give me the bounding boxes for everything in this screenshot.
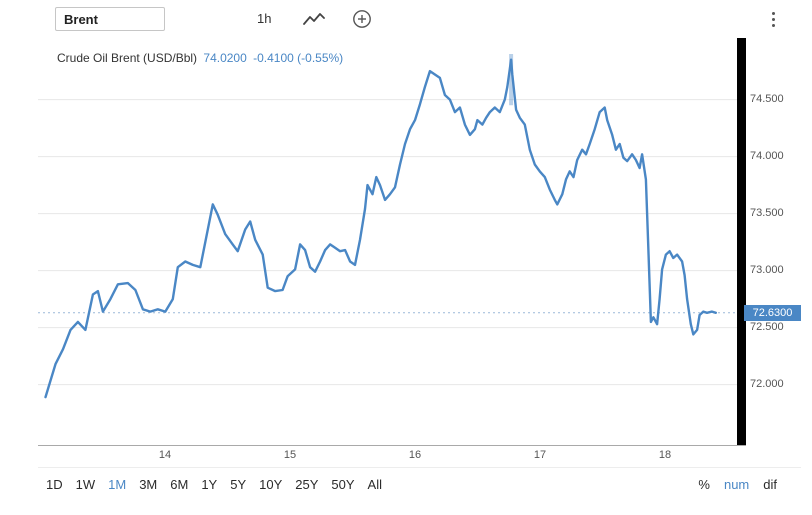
- time-axis[interactable]: 14 15 16 17 18: [38, 449, 737, 463]
- range-button-50y[interactable]: 50Y: [331, 477, 355, 492]
- legend-price: 74.0200: [203, 51, 247, 65]
- bottom-toolbar: 1D 1W 1M 3M 6M 1Y 5Y 10Y 25Y 50Y All % num dif: [46, 477, 777, 492]
- interval-selector[interactable]: 1h: [257, 11, 272, 26]
- range-button-10y[interactable]: 10Y: [259, 477, 283, 492]
- price-line-chart[interactable]: [38, 38, 737, 445]
- time-tick-label: 17: [533, 449, 547, 461]
- chart-legend: Crude Oil Brent (USD/Bbl) 74.0200 -0.410…: [57, 51, 346, 65]
- kebab-menu-icon[interactable]: [770, 10, 777, 29]
- range-button-all[interactable]: All: [367, 477, 382, 492]
- time-tick-label: 16: [408, 449, 422, 461]
- price-tick-label: 73.500: [750, 207, 784, 219]
- mode-button-%[interactable]: %: [698, 477, 710, 492]
- range-button-1w[interactable]: 1W: [75, 477, 96, 492]
- range-button-25y[interactable]: 25Y: [295, 477, 319, 492]
- range-button-1d[interactable]: 1D: [46, 477, 63, 492]
- time-tick-label: 14: [158, 449, 172, 461]
- price-tick-label: 74.000: [750, 150, 784, 162]
- price-tick-label: 72.500: [750, 321, 784, 333]
- range-selector: 1D 1W 1M 3M 6M 1Y 5Y 10Y 25Y 50Y All: [46, 477, 382, 492]
- time-tick-label: 15: [283, 449, 297, 461]
- legend-change: -0.4100 (-0.55%): [253, 51, 344, 65]
- range-button-6m[interactable]: 6M: [170, 477, 189, 492]
- chart-plot-area[interactable]: Crude Oil Brent (USD/Bbl) 74.0200 -0.410…: [38, 38, 737, 445]
- price-tick-label: 72.000: [750, 378, 784, 390]
- range-button-1y[interactable]: 1Y: [201, 477, 218, 492]
- add-circle-icon[interactable]: [352, 9, 372, 29]
- current-price-badge: 72.6300: [744, 305, 801, 321]
- price-tick-label: 73.000: [750, 264, 784, 276]
- mode-button-num[interactable]: num: [723, 477, 750, 492]
- range-button-3m[interactable]: 3M: [139, 477, 158, 492]
- range-button-5y[interactable]: 5Y: [230, 477, 247, 492]
- bottom-separator: [38, 467, 801, 468]
- mode-selector: % num dif: [698, 477, 777, 492]
- mode-button-dif[interactable]: dif: [763, 477, 777, 492]
- price-scale[interactable]: 74.500 74.000 73.500 73.000 72.500 72.000: [746, 38, 806, 445]
- line-chart-icon[interactable]: [303, 12, 325, 27]
- symbol-input[interactable]: [55, 7, 165, 31]
- range-button-1m[interactable]: 1M: [108, 477, 127, 492]
- price-tick-label: 74.500: [750, 93, 784, 105]
- time-axis-line: [38, 445, 746, 446]
- time-tick-label: 18: [658, 449, 672, 461]
- legend-title: Crude Oil Brent (USD/Bbl): [57, 51, 198, 65]
- price-axis-bar[interactable]: [737, 38, 746, 445]
